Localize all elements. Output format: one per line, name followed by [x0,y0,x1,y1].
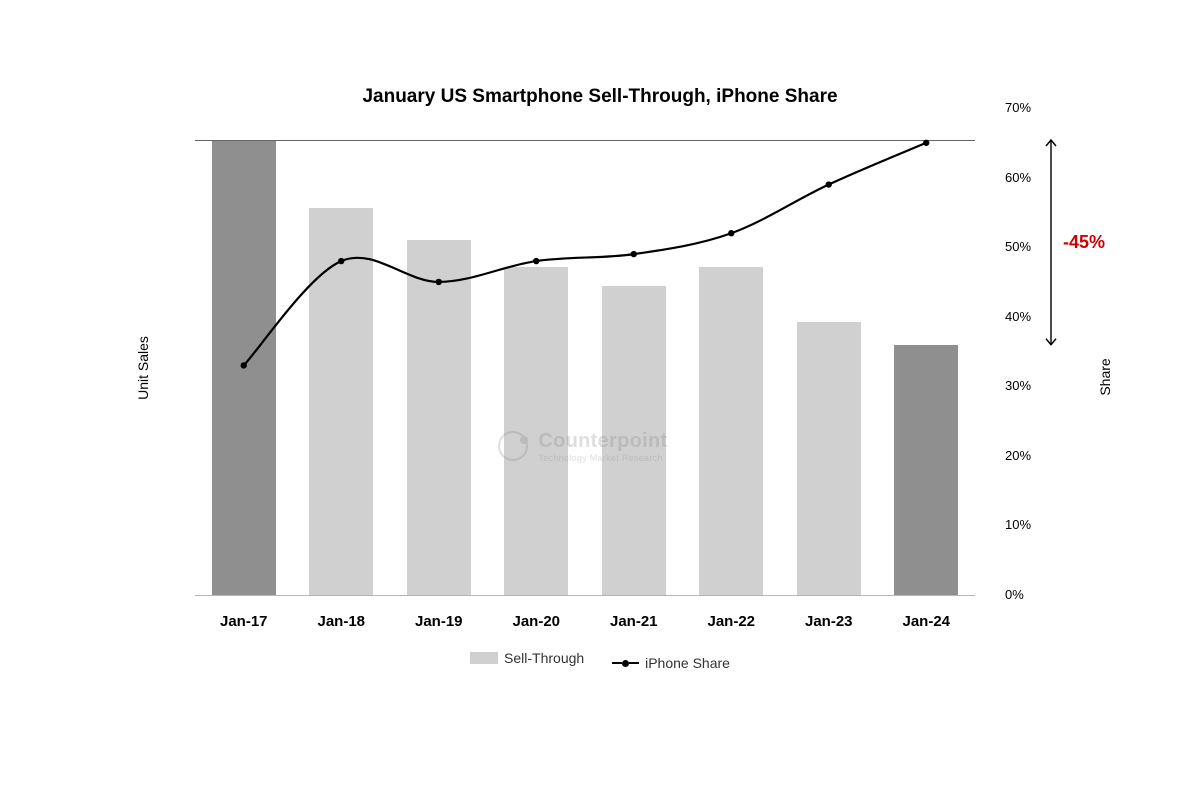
legend-swatch-icon [470,652,498,664]
bar [212,140,276,595]
legend-line-icon [612,660,639,667]
legend-item-iphoneshare: iPhone Share [612,655,730,671]
y-right-tick-label: 10% [1005,517,1031,532]
x-axis-label: Jan-19 [415,613,463,630]
change-callout: -45% [1063,232,1105,253]
y-right-tick-label: 0% [1005,587,1024,602]
x-axis-label: Jan-22 [707,613,755,630]
y-right-axis-title: Share [1097,358,1113,395]
x-axis-label: Jan-21 [610,613,658,630]
bar [602,286,666,595]
legend-item-sellthrough: Sell-Through [470,650,584,666]
x-axis-label: Jan-23 [805,613,853,630]
callout-bracket-icon [1041,134,1061,351]
bar [894,345,958,595]
bar [699,267,763,595]
y-right-tick-label: 70% [1005,100,1031,115]
chart-container: January US Smartphone Sell-Through, iPho… [0,0,1200,800]
x-axis-label: Jan-18 [317,613,365,630]
y-right-tick-label: 50% [1005,239,1031,254]
reference-line [195,140,975,141]
legend: Sell-Through iPhone Share [0,650,1200,671]
bar [309,208,373,595]
x-axis-label: Jan-17 [220,613,268,630]
x-axis-label: Jan-24 [902,613,950,630]
y-left-axis-title: Unit Sales [135,336,151,400]
plot-area: Counterpoint Technology Market Research [195,140,975,596]
x-axis-label: Jan-20 [512,613,560,630]
y-right-tick-label: 60% [1005,170,1031,185]
y-right-tick-label: 30% [1005,378,1031,393]
legend-label-iphoneshare: iPhone Share [645,655,730,671]
legend-label-sellthrough: Sell-Through [504,650,584,666]
bar [797,322,861,595]
y-right-tick-label: 40% [1005,309,1031,324]
bar [504,267,568,595]
y-right-tick-label: 20% [1005,448,1031,463]
bar [407,240,471,595]
